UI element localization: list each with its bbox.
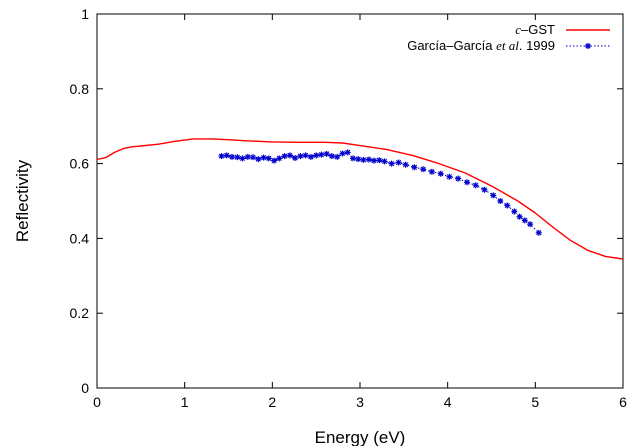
series-garcia-point-13 — [286, 152, 293, 159]
legend-cgst-italic: c — [515, 22, 521, 37]
plot-frame — [96, 13, 624, 389]
y-tick-label-2: 0.4 — [70, 230, 90, 246]
series-garcia-point-33 — [395, 159, 402, 166]
legend-entry-garcia: García–García et al. 1999 — [407, 38, 555, 53]
series-garcia-point-3 — [234, 154, 241, 161]
x-tick-label-3: 3 — [356, 394, 364, 410]
series-garcia-point-46 — [504, 202, 511, 209]
series-garcia-point-41 — [464, 179, 470, 186]
series-garcia-point-24 — [344, 149, 351, 156]
series-garcia-point-27 — [360, 156, 367, 163]
x-tick-label-2: 2 — [268, 394, 276, 410]
series-garcia-point-31 — [381, 158, 388, 165]
series-garcia-point-19 — [318, 151, 325, 158]
x-axis-title: Energy (eV) — [315, 428, 406, 446]
y-tick-label-5: 1 — [81, 6, 89, 22]
series-garcia-point-9 — [265, 155, 272, 162]
x-tick-label-1: 1 — [181, 394, 189, 410]
series-garcia-point-4 — [239, 155, 246, 162]
series-garcia-point-42 — [472, 182, 479, 189]
y-tick-label-4: 0.8 — [70, 81, 90, 97]
series-cgst-line — [96, 138, 624, 260]
x-tick-label-6: 6 — [619, 394, 627, 410]
series-garcia-point-26 — [355, 156, 362, 163]
series-garcia-point-7 — [255, 156, 262, 163]
legend: c–GST García–García et al. 1999 — [407, 22, 610, 53]
series-garcia-point-35 — [411, 164, 418, 171]
series-garcia-point-38 — [437, 170, 444, 177]
legend-entry-cgst: c–GST — [515, 22, 555, 37]
series-garcia-point-8 — [260, 154, 267, 161]
legend-cgst-rest: –GST — [521, 22, 555, 37]
series-garcia-point-50 — [527, 221, 534, 228]
series-garcia-point-22 — [334, 153, 341, 160]
y-tick-label-0: 0 — [81, 380, 89, 396]
series-garcia-point-45 — [497, 198, 504, 204]
axis-tick-labels: 0 1 2 3 4 5 6 0 0.2 0.4 0.6 0.8 1 — [70, 6, 628, 410]
series-layer — [96, 138, 624, 260]
axis-ticks — [96, 13, 624, 389]
series-garcia-point-5 — [244, 153, 251, 160]
series-garcia-point-34 — [402, 161, 409, 168]
legend-garcia-pre: García–García — [407, 38, 496, 53]
series-garcia-point-1 — [223, 152, 230, 159]
x-tick-label-4: 4 — [444, 394, 452, 410]
series-garcia-point-10 — [271, 157, 278, 164]
series-garcia-point-32 — [388, 160, 395, 167]
series-garcia-point-28 — [365, 156, 372, 163]
x-tick-label-5: 5 — [531, 394, 539, 410]
series-garcia-point-16 — [302, 152, 309, 159]
series-garcia-point-44 — [490, 192, 497, 199]
series-garcia-point-14 — [292, 155, 299, 161]
series-garcia-point-49 — [521, 217, 528, 224]
series-garcia-point-15 — [297, 153, 304, 160]
series-garcia-point-17 — [307, 153, 314, 160]
series-garcia-point-0 — [218, 153, 225, 160]
series-garcia-point-30 — [376, 157, 383, 164]
series-garcia-point-36 — [420, 166, 427, 173]
series-garcia-point-48 — [516, 213, 523, 220]
series-garcia-point-12 — [281, 153, 288, 160]
series-garcia-point-2 — [229, 153, 235, 160]
series-garcia-line — [221, 151, 540, 234]
y-axis-title: Reflectivity — [13, 159, 32, 242]
series-garcia-point-43 — [481, 186, 488, 193]
legend-garcia-italic: et al — [496, 38, 519, 53]
series-garcia-point-23 — [339, 150, 346, 157]
series-garcia-point-21 — [328, 153, 335, 160]
series-garcia-point-20 — [323, 150, 330, 157]
series-garcia-point-6 — [250, 154, 256, 161]
series-garcia-point-51 — [535, 229, 542, 236]
legend-swatch-garcia-marker — [585, 43, 591, 49]
series-garcia-point-40 — [455, 175, 462, 182]
y-tick-label-3: 0.6 — [70, 156, 90, 172]
legend-garcia-post: . 1999 — [519, 38, 555, 53]
series-garcia-point-47 — [511, 208, 518, 215]
y-tick-label-1: 0.2 — [70, 305, 90, 321]
series-garcia-point-37 — [428, 168, 435, 175]
x-tick-label-0: 0 — [93, 394, 101, 410]
series-garcia-point-29 — [371, 157, 377, 164]
series-garcia-point-11 — [276, 155, 283, 162]
series-garcia-point-25 — [350, 155, 356, 162]
series-garcia-point-18 — [313, 152, 320, 159]
series-garcia-point-39 — [446, 173, 453, 180]
